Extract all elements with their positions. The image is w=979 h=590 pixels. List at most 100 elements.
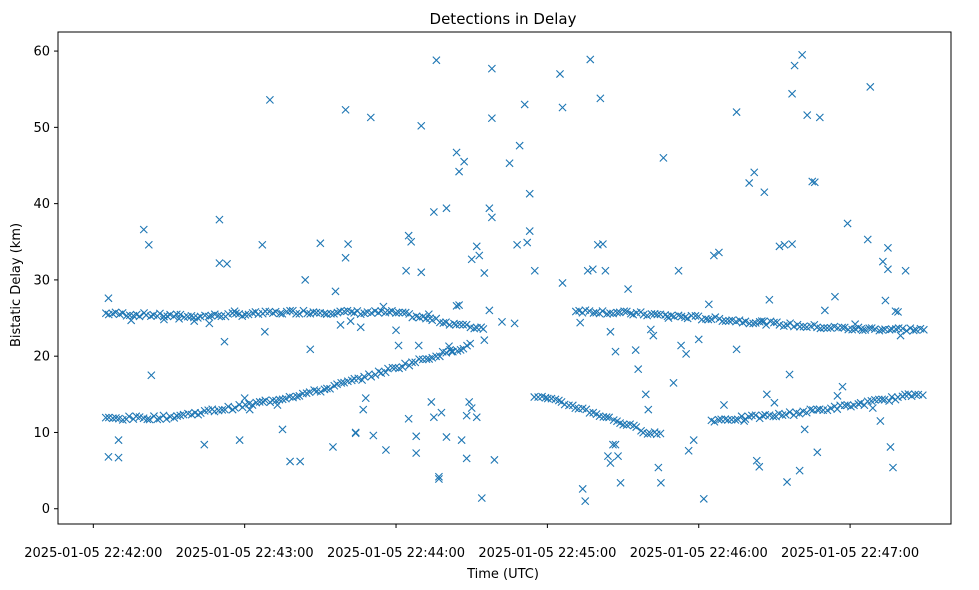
detection-marker [886, 442, 895, 451]
detection-marker [176, 310, 185, 319]
detection-marker [902, 326, 911, 335]
x-tick-label: 2025-01-05 22:43:00 [176, 546, 314, 561]
detection-marker [878, 325, 887, 334]
detection-marker [286, 457, 295, 466]
detection-marker [265, 95, 274, 104]
detection-marker [823, 324, 832, 333]
detection-marker [275, 395, 284, 404]
detection-marker [674, 311, 683, 320]
detection-marker [487, 213, 496, 222]
detection-marker [455, 167, 464, 176]
detection-marker [656, 478, 665, 487]
detection-marker [682, 349, 691, 358]
detection-marker [909, 326, 918, 335]
detection-marker [429, 413, 438, 422]
detection-marker [606, 327, 615, 336]
detection-marker [848, 325, 857, 334]
detection-marker [863, 235, 872, 244]
detection-marker [781, 410, 790, 419]
detection-marker [322, 384, 331, 393]
detection-marker [231, 403, 240, 412]
detection-marker [901, 266, 910, 275]
detection-marker [664, 314, 673, 323]
y-axis-ticks: 0 10 20 30 40 50 60 [33, 45, 58, 517]
x-tick-label: 2025-01-05 22:45:00 [478, 546, 616, 561]
detection-marker [258, 397, 267, 406]
detection-marker [750, 168, 759, 177]
detection-marker [162, 415, 171, 424]
detection-marker [578, 484, 587, 493]
detection-marker [316, 387, 325, 396]
detection-marker [919, 325, 928, 334]
detection-marker [586, 55, 595, 64]
detection-marker [870, 325, 879, 334]
detection-marker [204, 312, 213, 321]
detection-marker [624, 285, 633, 294]
detection-marker [312, 308, 321, 317]
detection-marker [721, 317, 730, 326]
detection-marker [310, 386, 319, 395]
detection-marker [644, 405, 653, 414]
detection-marker [387, 306, 396, 315]
x-tick-label: 2025-01-05 22:42:00 [24, 546, 162, 561]
detection-marker [273, 401, 282, 409]
detection-marker [585, 307, 594, 316]
detection-marker [377, 307, 386, 316]
detection-marker [757, 317, 766, 326]
detection-marker [412, 449, 421, 458]
detection-marker [634, 365, 643, 374]
detection-marker [359, 405, 368, 414]
detection-marker [808, 177, 817, 186]
detection-marker [677, 341, 686, 350]
detection-marker [727, 415, 736, 424]
detection-marker [888, 463, 897, 472]
detection-marker [598, 307, 607, 316]
detection-marker [813, 448, 822, 457]
detection-marker [601, 266, 610, 275]
detection-marker [379, 302, 388, 311]
detection-marker [795, 409, 804, 418]
x-axis-ticks: 2025-01-05 22:42:00 2025-01-05 22:43:00 20… [24, 524, 919, 561]
detection-marker [340, 307, 349, 316]
detection-marker [452, 148, 461, 157]
detection-marker [331, 287, 340, 296]
detection-marker [725, 316, 734, 325]
detection-marker [215, 259, 224, 268]
detection-marker [153, 415, 162, 424]
detection-marker [230, 307, 239, 316]
detection-marker [819, 323, 828, 332]
detection-marker [783, 478, 792, 487]
detection-marker [785, 408, 794, 417]
detection-marker [127, 316, 136, 325]
detection-marker [145, 415, 154, 424]
detection-marker [775, 242, 784, 251]
detection-marker [442, 318, 451, 327]
detection-marker [851, 320, 860, 329]
detection-marker [159, 312, 168, 321]
detection-marker [439, 318, 448, 327]
detection-marker [472, 413, 481, 422]
detection-marker [271, 307, 280, 316]
detection-marker [108, 414, 117, 423]
detection-marker [398, 308, 407, 317]
detection-marker [434, 472, 443, 481]
detection-marker [276, 309, 285, 318]
y-tick-label: 30 [33, 273, 50, 288]
detection-marker [248, 401, 257, 409]
detection-marker [704, 300, 713, 309]
y-tick-label: 10 [33, 426, 50, 441]
detection-marker [758, 411, 767, 420]
detection-marker [490, 455, 499, 464]
detection-marker [622, 307, 631, 316]
detection-marker [356, 323, 365, 332]
detection-marker [656, 429, 665, 438]
detection-marker [881, 296, 890, 305]
detection-marker [631, 346, 640, 355]
detection-marker [435, 352, 444, 361]
detection-marker [598, 240, 607, 249]
detection-marker [619, 420, 628, 429]
detection-marker [799, 322, 808, 331]
detection-marker [641, 390, 650, 399]
y-tick-label: 0 [42, 502, 50, 517]
